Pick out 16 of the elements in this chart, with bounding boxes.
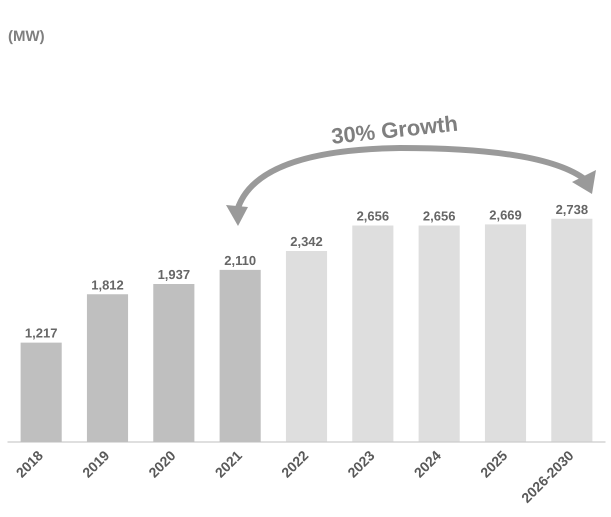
chart-title: (MW) — [8, 28, 45, 46]
bar — [352, 225, 394, 442]
bar — [286, 251, 328, 442]
data-label: 2,342 — [290, 234, 323, 250]
data-label: 1,812 — [91, 277, 124, 292]
bar — [484, 224, 526, 442]
bar — [551, 218, 592, 442]
data-label: 2,656 — [422, 208, 456, 224]
text: 30% Growth — [330, 110, 460, 150]
bar — [418, 225, 460, 442]
data-label: 2,669 — [489, 207, 522, 222]
data-label: 2,110 — [224, 253, 256, 268]
data-label: 2,656 — [356, 208, 390, 224]
data-label: 2,738 — [556, 202, 588, 217]
data-label: 1,937 — [158, 267, 190, 282]
data-label: 1,217 — [24, 326, 58, 341]
